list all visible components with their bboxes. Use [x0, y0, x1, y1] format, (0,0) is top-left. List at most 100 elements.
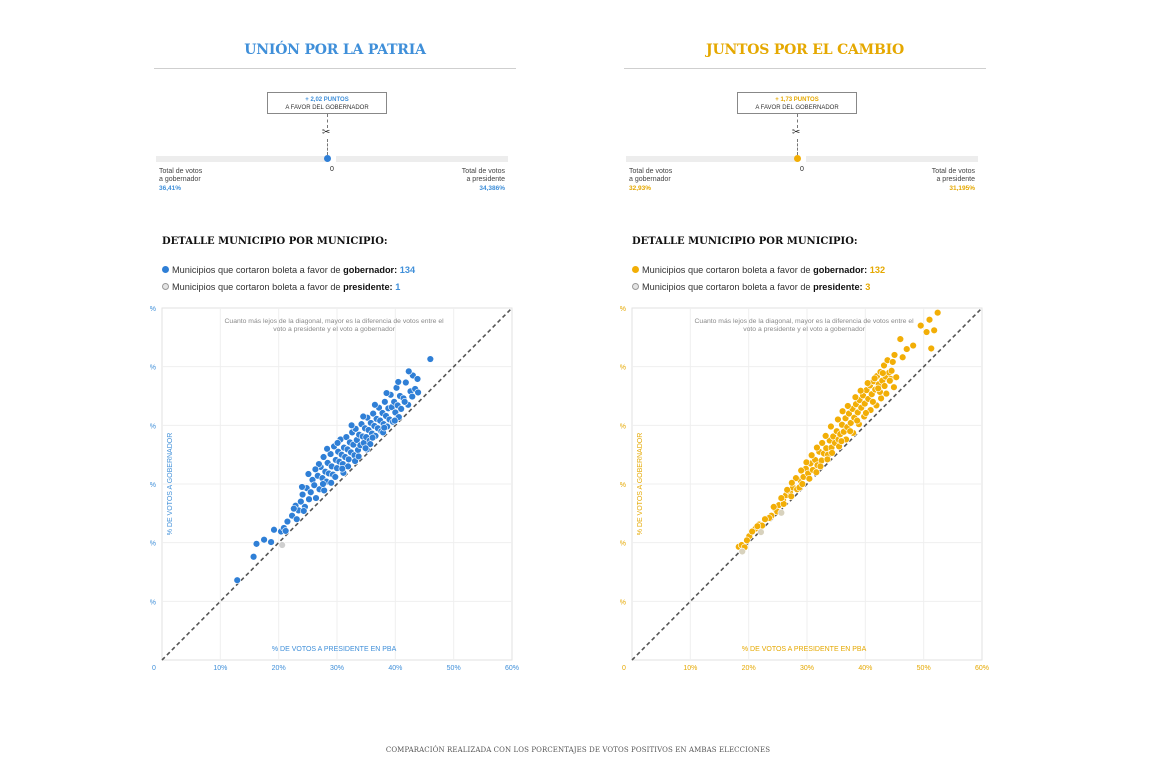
- gobernador-track: [626, 156, 798, 162]
- scatter-point-gobernador: [856, 387, 865, 395]
- scatter-point-gobernador: [761, 515, 769, 523]
- scatter-point-gobernador: [807, 451, 816, 459]
- chart-annotation: voto a presidente y el voto a gobernador: [273, 326, 395, 333]
- scatter-point-gobernador: [391, 416, 399, 425]
- difference-callout: + 2,02 PUNTOS A FAVOR DEL GOBERNADOR: [267, 92, 387, 114]
- scatter-point-gobernador: [816, 462, 825, 471]
- scatter-point-gobernador: [233, 576, 241, 584]
- scatter-point-gobernador: [838, 407, 847, 415]
- scatter-point-gobernador: [361, 444, 370, 452]
- scatter-point-gobernador: [298, 490, 307, 499]
- scatter-point-gobernador: [320, 486, 328, 495]
- party-title: UNIÓN POR LA PATRIA: [244, 42, 426, 58]
- x-axis-label: % DE VOTOS A PRESIDENTE EN PBA: [742, 646, 867, 653]
- legend-bold: presidente:: [813, 282, 863, 292]
- scatter-point-gobernador: [753, 522, 762, 530]
- legend-text: Municipios que cortaron boleta a favor d…: [172, 282, 344, 292]
- scatter-point-presidente: [777, 509, 786, 517]
- scissors-icon: ✂: [792, 127, 801, 138]
- title-divider: [154, 68, 516, 69]
- scatter-point-gobernador: [297, 497, 305, 506]
- scatter-chart: 0 10% 20% 30% 40% 50% 60% 10% 20% 30% 40% 50% 60% Cua…: [620, 306, 989, 672]
- y-tick-label: 20%: [620, 541, 626, 548]
- x-tick-label: 50%: [917, 665, 931, 672]
- label-line: Total de votos: [159, 168, 203, 175]
- scatter-point-gobernador: [338, 465, 346, 473]
- presidente-total-label: Total de votos a presidente: [932, 168, 975, 184]
- scatter-point-gobernador: [743, 536, 751, 545]
- scatter-point-gobernador: [890, 351, 899, 359]
- x-tick-label: 0: [622, 665, 626, 672]
- x-tick-label: 40%: [388, 665, 402, 672]
- scatter-point-gobernador: [304, 470, 313, 478]
- scatter-chart: 0 10% 20% 30% 40% 50% 60% 10% 20% 30% 40% 50% 60% Cua…: [150, 306, 519, 672]
- scatter-point-gobernador: [869, 398, 877, 406]
- scatter-point-gobernador: [310, 481, 318, 489]
- callout-connector: [797, 114, 798, 128]
- legend-bold: presidente:: [343, 282, 393, 292]
- title-divider: [624, 68, 986, 69]
- y-tick-label: 40%: [150, 423, 156, 430]
- legend-text: Municipios que cortaron boleta a favor d…: [642, 282, 814, 292]
- presidente-track: [336, 156, 508, 162]
- scatter-point-gobernador: [381, 398, 389, 406]
- scatter-point-gobernador: [354, 452, 363, 461]
- y-tick-label: 60%: [150, 306, 156, 313]
- difference-points: + 2,02 PUNTOS: [305, 97, 349, 103]
- difference-dot: [794, 155, 801, 162]
- scatter-point-gobernador: [252, 540, 261, 548]
- chart-annotation: Cuanto más lejos de la diagonal, mayor e…: [225, 318, 445, 325]
- scatter-point-gobernador: [898, 353, 907, 361]
- legend-text: Municipios que cortaron boleta a favor d…: [172, 265, 344, 275]
- x-tick-label: 50%: [447, 665, 461, 672]
- difference-callout: + 1,73 PUNTOS A FAVOR DEL GOBERNADOR: [737, 92, 857, 114]
- difference-favor: A FAVOR DEL GOBERNADOR: [285, 105, 369, 111]
- scissors-icon: ✂: [322, 127, 331, 138]
- scatter-point-gobernador: [402, 378, 410, 387]
- x-tick-label: 20%: [742, 665, 756, 672]
- scatter-point-gobernador: [863, 379, 872, 387]
- scatter-point-gobernador: [925, 316, 934, 324]
- scatter-point-gobernador: [426, 355, 435, 363]
- scatter-point-gobernador: [788, 479, 796, 487]
- chart-annotation: voto a presidente y el voto a gobernador: [743, 326, 865, 333]
- scatter-point-gobernador: [880, 361, 888, 370]
- scatter-point-gobernador: [890, 383, 898, 391]
- label-line: a presidente: [936, 176, 975, 183]
- scatter-point-gobernador: [886, 377, 894, 385]
- scatter-point-gobernador: [408, 392, 416, 401]
- scatter-point-gobernador: [300, 507, 308, 515]
- scatter-point-gobernador: [823, 455, 832, 464]
- scatter-point-gobernador: [828, 449, 836, 457]
- legend-presidente: Municipios que cortaron boleta a favor d…: [162, 282, 400, 292]
- legend-marker: [632, 283, 639, 290]
- scatter-point-gobernador: [342, 433, 351, 441]
- scatter-point-gobernador: [281, 527, 290, 535]
- zero-label: 0: [330, 166, 334, 173]
- scissors-connector: [327, 139, 328, 155]
- presidente-total-value: 34,386%: [479, 185, 505, 192]
- scatter-point-gobernador: [283, 517, 292, 526]
- scatter-point-gobernador: [347, 421, 356, 430]
- scatter-point-gobernador: [927, 344, 935, 353]
- panel-union-por-la-patria: UNIÓN POR LA PATRIA + 2,02 PUNTOS A FAVO…: [150, 0, 530, 700]
- scatter-point-gobernador: [298, 483, 306, 491]
- x-tick-label: 10%: [213, 665, 227, 672]
- scatter-point-gobernador: [319, 480, 327, 488]
- y-tick-label: 10%: [620, 599, 626, 606]
- scatter-point-gobernador: [293, 515, 301, 523]
- scatter-point-gobernador: [305, 495, 313, 503]
- x-tick-label: 40%: [858, 665, 872, 672]
- label-line: Total de votos: [461, 168, 505, 175]
- difference-favor: A FAVOR DEL GOBERNADOR: [755, 105, 839, 111]
- scatter-point-gobernador: [359, 412, 367, 421]
- scatter-point-gobernador: [787, 492, 795, 501]
- gobernador-total-value: 32,93%: [629, 185, 652, 192]
- scatter-point-gobernador: [748, 527, 756, 536]
- detail-heading: DETALLE MUNICIPIO POR MUNICIPIO:: [632, 236, 858, 247]
- legend-marker: [632, 266, 639, 273]
- scatter-point-gobernador: [371, 401, 379, 409]
- scatter-point-gobernador: [879, 369, 887, 377]
- scatter-point-gobernador: [853, 416, 861, 425]
- y-tick-label: 50%: [620, 365, 626, 372]
